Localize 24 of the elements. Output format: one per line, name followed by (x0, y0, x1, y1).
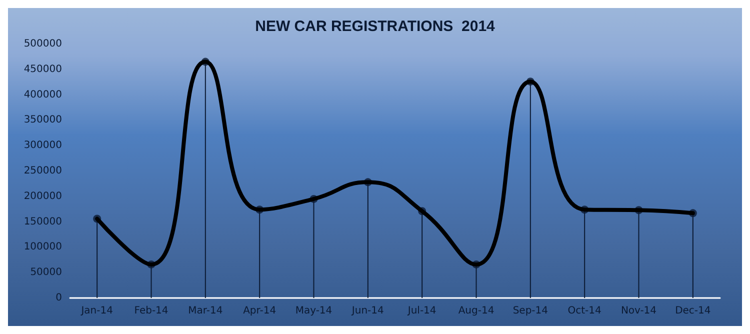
x-tick-label: Apr-14 (243, 306, 276, 316)
y-tick-label: 50000 (30, 267, 62, 278)
x-tick-label: Dec-14 (675, 306, 711, 316)
y-tick-label: 100000 (24, 242, 62, 253)
x-tick-label: Jan-14 (80, 306, 113, 316)
x-tick-label: Jun-14 (350, 306, 384, 316)
x-tick-label: Nov-14 (620, 306, 657, 316)
y-tick-label: 200000 (24, 190, 62, 202)
y-tick-label: 300000 (24, 140, 62, 152)
x-tick-label: Sep-14 (512, 306, 548, 316)
y-tick-label: 350000 (24, 114, 62, 126)
x-tick-label: Mar-14 (188, 306, 223, 316)
x-tick-label: Feb-14 (134, 306, 168, 316)
y-tick-label: 0 (56, 292, 62, 304)
y-tick-label: 400000 (24, 89, 62, 100)
x-tick-label: May-14 (295, 306, 332, 316)
x-tick-label: Jul-14 (406, 306, 436, 316)
y-tick-label: 150000 (24, 216, 62, 228)
y-tick-label: 450000 (24, 64, 62, 75)
x-tick-label: Oct-14 (568, 306, 602, 316)
y-tick-label: 250000 (24, 166, 62, 176)
y-tick-label: 500000 (24, 38, 62, 50)
chart-title: NEW CAR REGISTRATIONS 2014 (255, 18, 496, 35)
x-tick-label: Aug-14 (458, 306, 494, 316)
